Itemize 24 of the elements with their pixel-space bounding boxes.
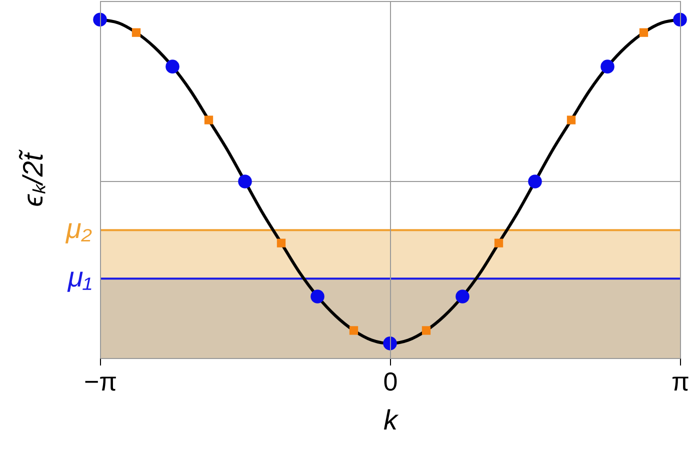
point	[93, 12, 107, 26]
ref-line-label: μ₂	[64, 213, 92, 244]
point	[528, 174, 542, 188]
point	[238, 174, 252, 188]
ref-line-label: μ₁	[66, 262, 92, 293]
point	[349, 326, 358, 335]
x-tick-label: 0	[383, 366, 398, 396]
point	[566, 116, 576, 124]
point	[383, 336, 397, 350]
point	[494, 238, 504, 248]
point	[422, 326, 431, 335]
x-tick-label: −π	[84, 366, 118, 396]
point	[166, 60, 180, 74]
point	[276, 238, 286, 248]
point	[673, 12, 687, 26]
x-tick-label: π	[672, 366, 690, 396]
x-axis-title: k	[384, 404, 400, 436]
point	[204, 116, 214, 124]
point	[639, 28, 648, 37]
point	[132, 28, 141, 37]
y-axis-title: ϵₖ/2t̃	[18, 148, 48, 207]
point	[456, 290, 470, 304]
point	[310, 290, 324, 304]
point	[600, 60, 614, 74]
